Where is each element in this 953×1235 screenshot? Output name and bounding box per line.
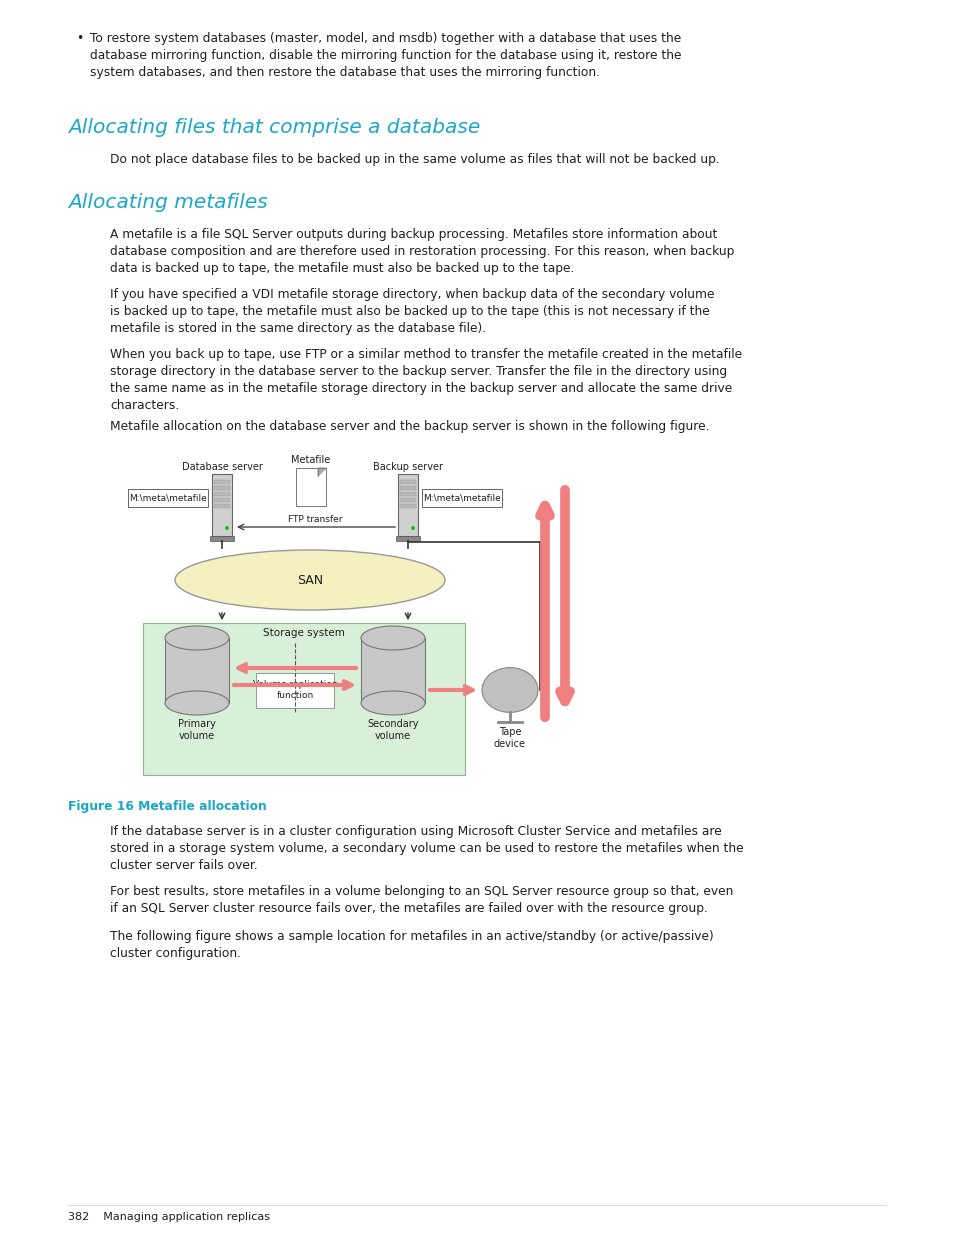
Bar bbox=[128, 489, 208, 508]
Bar bbox=[399, 504, 416, 508]
Bar bbox=[213, 480, 230, 484]
Ellipse shape bbox=[360, 692, 424, 715]
Text: Volume replication
function: Volume replication function bbox=[253, 680, 337, 700]
Text: Primary
volume: Primary volume bbox=[178, 719, 215, 741]
Polygon shape bbox=[317, 468, 326, 475]
Text: Metafile: Metafile bbox=[291, 454, 331, 466]
Text: Secondary
volume: Secondary volume bbox=[367, 719, 418, 741]
Text: SAN: SAN bbox=[296, 573, 323, 587]
Text: Do not place database files to be backed up in the same volume as files that wil: Do not place database files to be backed… bbox=[110, 153, 719, 165]
Text: When you back up to tape, use FTP or a similar method to transfer the metafile c: When you back up to tape, use FTP or a s… bbox=[110, 348, 741, 412]
Bar bbox=[212, 474, 232, 536]
Text: Backup server: Backup server bbox=[373, 462, 442, 472]
Bar bbox=[210, 536, 233, 541]
Bar bbox=[395, 536, 419, 541]
Text: A metafile is a file SQL Server outputs during backup processing. Metafiles stor: A metafile is a file SQL Server outputs … bbox=[110, 228, 734, 275]
Ellipse shape bbox=[360, 626, 424, 650]
Text: Storage system: Storage system bbox=[263, 629, 345, 638]
Ellipse shape bbox=[165, 626, 229, 650]
Text: Database server: Database server bbox=[181, 462, 262, 472]
Ellipse shape bbox=[174, 550, 444, 610]
Text: FTP transfer: FTP transfer bbox=[288, 515, 342, 524]
Bar bbox=[421, 489, 501, 508]
Text: Figure 16 Metafile allocation: Figure 16 Metafile allocation bbox=[68, 800, 267, 813]
Bar bbox=[213, 498, 230, 501]
Circle shape bbox=[225, 526, 229, 530]
Bar bbox=[213, 504, 230, 508]
Ellipse shape bbox=[481, 668, 537, 713]
Bar bbox=[255, 673, 334, 708]
Text: Metafile allocation on the database server and the backup server is shown in the: Metafile allocation on the database serv… bbox=[110, 420, 709, 433]
Ellipse shape bbox=[165, 692, 229, 715]
Circle shape bbox=[411, 526, 415, 530]
Text: If you have specified a VDI metafile storage directory, when backup data of the : If you have specified a VDI metafile sto… bbox=[110, 288, 714, 335]
Bar bbox=[360, 638, 424, 703]
Bar bbox=[399, 498, 416, 501]
Text: For best results, store metafiles in a volume belonging to an SQL Server resourc: For best results, store metafiles in a v… bbox=[110, 885, 733, 915]
Text: To restore system databases (master, model, and msdb) together with a database t: To restore system databases (master, mod… bbox=[90, 32, 680, 79]
Bar bbox=[399, 480, 416, 484]
Text: The following figure shows a sample location for metafiles in an active/standby : The following figure shows a sample loca… bbox=[110, 930, 713, 960]
Bar bbox=[399, 492, 416, 496]
Text: Allocating metafiles: Allocating metafiles bbox=[68, 193, 268, 212]
Bar bbox=[295, 468, 326, 506]
Text: Tape
device: Tape device bbox=[494, 727, 525, 748]
Text: M:\meta\metafile: M:\meta\metafile bbox=[423, 494, 500, 503]
Bar bbox=[143, 622, 464, 776]
Text: If the database server is in a cluster configuration using Microsoft Cluster Ser: If the database server is in a cluster c… bbox=[110, 825, 742, 872]
Bar bbox=[165, 638, 229, 703]
Bar bbox=[399, 487, 416, 490]
Text: M:\meta\metafile: M:\meta\metafile bbox=[129, 494, 207, 503]
Text: •: • bbox=[76, 32, 83, 44]
Text: Allocating files that comprise a database: Allocating files that comprise a databas… bbox=[68, 119, 479, 137]
Text: 382    Managing application replicas: 382 Managing application replicas bbox=[68, 1212, 270, 1221]
Bar bbox=[213, 487, 230, 490]
Bar bbox=[397, 474, 417, 536]
Bar bbox=[213, 492, 230, 496]
